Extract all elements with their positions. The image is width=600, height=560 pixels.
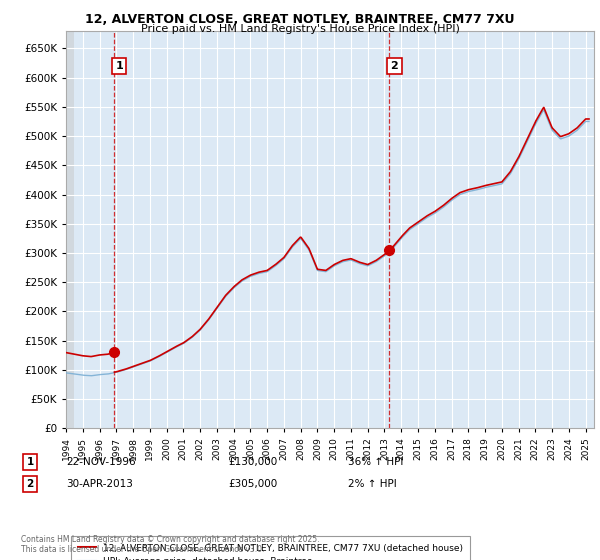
Text: 22-NOV-1996: 22-NOV-1996 — [66, 457, 136, 467]
Text: 36% ↑ HPI: 36% ↑ HPI — [348, 457, 403, 467]
Text: 2: 2 — [391, 61, 398, 71]
Text: 2: 2 — [26, 479, 34, 489]
Legend: 12, ALVERTON CLOSE, GREAT NOTLEY, BRAINTREE, CM77 7XU (detached house), HPI: Ave: 12, ALVERTON CLOSE, GREAT NOTLEY, BRAINT… — [71, 536, 470, 560]
Text: 12, ALVERTON CLOSE, GREAT NOTLEY, BRAINTREE, CM77 7XU: 12, ALVERTON CLOSE, GREAT NOTLEY, BRAINT… — [85, 13, 515, 26]
Text: £305,000: £305,000 — [228, 479, 277, 489]
Text: 1: 1 — [115, 61, 123, 71]
Text: £130,000: £130,000 — [228, 457, 277, 467]
Text: Contains HM Land Registry data © Crown copyright and database right 2025.
This d: Contains HM Land Registry data © Crown c… — [21, 535, 320, 554]
Text: 1: 1 — [26, 457, 34, 467]
Polygon shape — [66, 19, 74, 428]
Text: 2% ↑ HPI: 2% ↑ HPI — [348, 479, 397, 489]
Text: Price paid vs. HM Land Registry's House Price Index (HPI): Price paid vs. HM Land Registry's House … — [140, 24, 460, 34]
Text: 30-APR-2013: 30-APR-2013 — [66, 479, 133, 489]
